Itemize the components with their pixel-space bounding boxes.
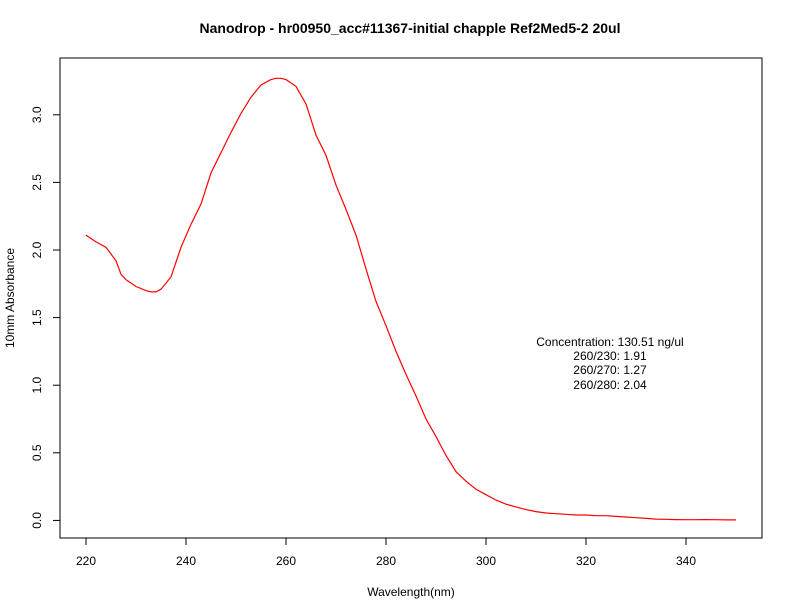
x-tick-label: 240: [176, 554, 196, 568]
x-tick-label: 280: [376, 554, 396, 568]
concentration-annotation: Concentration: 130.51 ng/ul: [536, 335, 683, 349]
x-tick-label: 300: [476, 554, 496, 568]
y-tick-label: 2.5: [30, 174, 44, 191]
plot-frame: [59, 57, 763, 539]
x-tick-label: 220: [76, 554, 96, 568]
x-axis: 220 240 260 280 300 320 340: [76, 537, 696, 568]
y-tick-label: 1.5: [30, 309, 44, 326]
ratio-260-270-annotation: 260/270: 1.27: [573, 363, 647, 377]
x-tick-label: 260: [276, 554, 296, 568]
y-tick-label: 3.0: [30, 106, 44, 123]
y-tick-label: 0.0: [30, 512, 44, 529]
ratio-260-230-annotation: 260/230: 1.91: [573, 349, 647, 363]
chart-title: Nanodrop - hr00950_acc#11367-initial cha…: [200, 20, 621, 36]
x-tick-label: 340: [676, 554, 696, 568]
x-axis-label: Wavelength(nm): [367, 585, 455, 599]
y-tick-label: 0.5: [30, 444, 44, 461]
y-tick-label: 1.0: [30, 377, 44, 394]
stats-annotation: Concentration: 130.51 ng/ul 260/230: 1.9…: [536, 335, 683, 392]
ratio-260-280-annotation: 260/280: 2.04: [573, 378, 647, 392]
absorbance-series-line: [85, 77, 736, 521]
y-axis-label: 10mm Absorbance: [3, 248, 17, 348]
x-tick-label: 320: [576, 554, 596, 568]
y-axis: 0.0 0.5 1.0 1.5 2.0 2.5 3.0: [30, 106, 61, 529]
y-tick-label: 2.0: [30, 241, 44, 258]
